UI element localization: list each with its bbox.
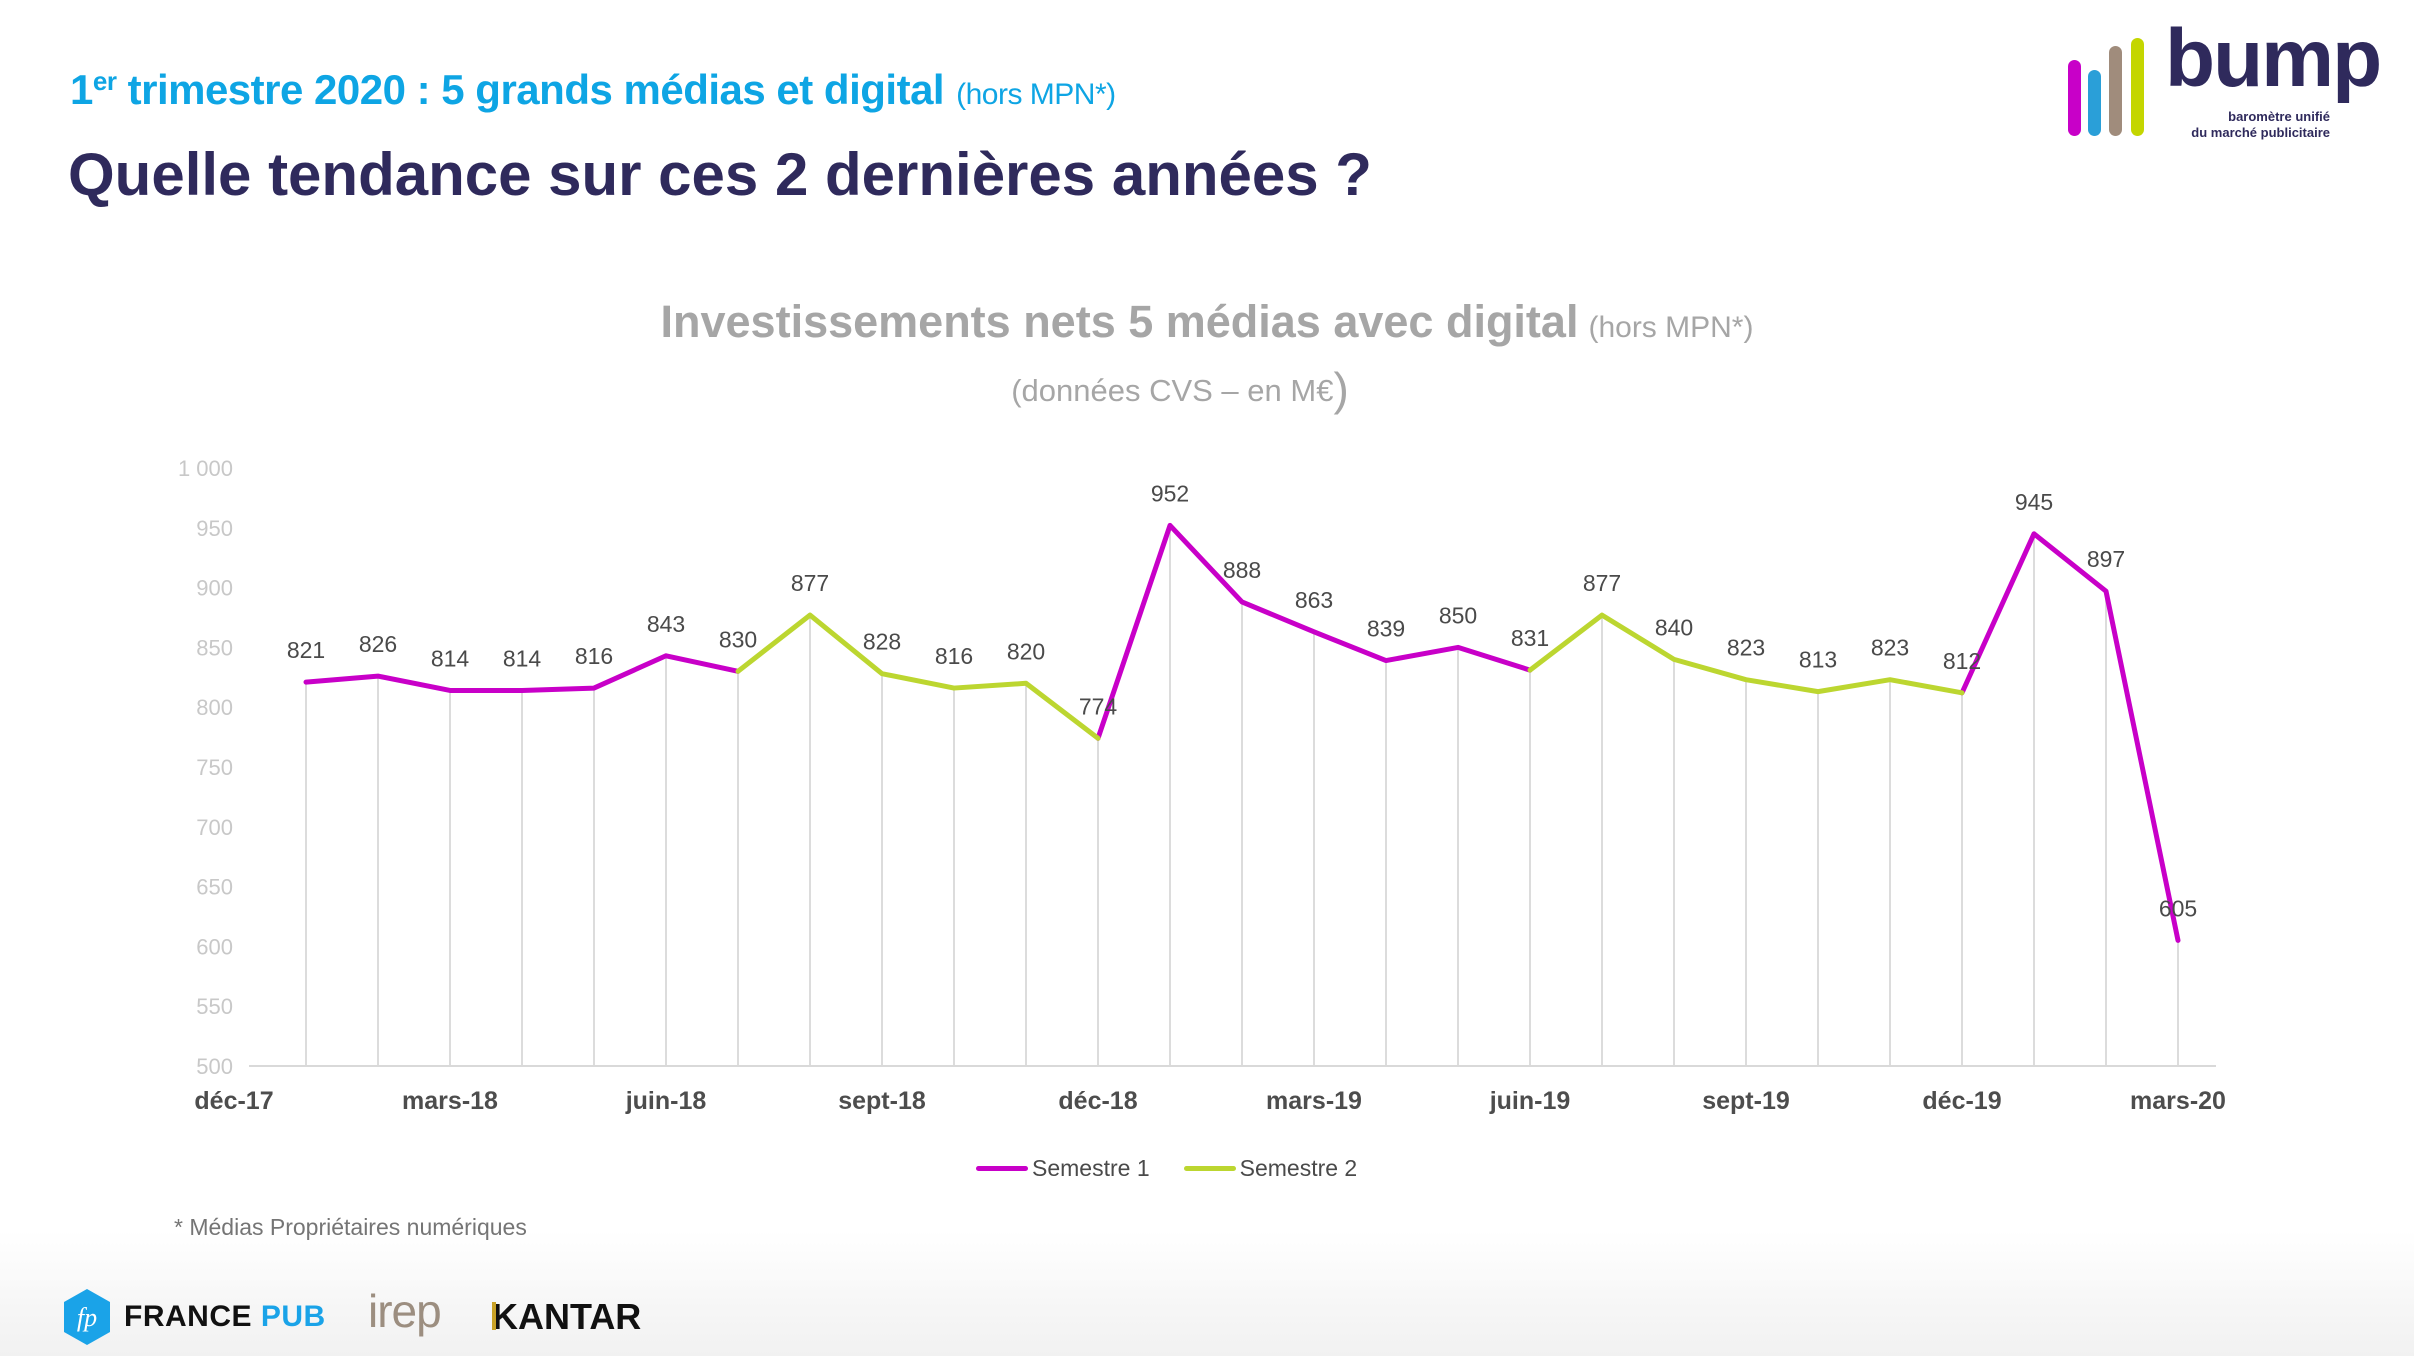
kantar-accent-bar: [492, 1302, 496, 1330]
data-label: 843: [647, 611, 685, 637]
legend-item-semestre-1: Semestre 1: [976, 1155, 1150, 1182]
chart-subtitle-paren: ): [1333, 363, 1349, 415]
data-label: 774: [1079, 693, 1118, 719]
slide-subtitle: Quelle tendance sur ces 2 dernières anné…: [68, 141, 1372, 208]
data-label: 830: [719, 626, 757, 652]
logo-wordmark: bump: [2165, 13, 2382, 104]
data-label: 863: [1295, 587, 1333, 613]
y-tick-label: 800: [196, 695, 233, 720]
data-label: 821: [287, 637, 325, 663]
logo-bar-green: [2131, 38, 2144, 136]
data-label: 816: [575, 643, 613, 669]
france-pub-word1: FRANCE: [124, 1300, 252, 1333]
x-tick-label: juin-19: [1489, 1087, 1571, 1115]
x-axis-ticks: déc-17 mars-18 juin-18 sept-18 déc-18 mars-19…: [194, 1087, 2226, 1115]
data-label: 897: [2087, 546, 2125, 572]
data-label: 839: [1367, 616, 1405, 642]
legend-label-semestre-2: Semestre 2: [1239, 1155, 1358, 1181]
y-tick-label: 550: [196, 994, 233, 1019]
data-label: 816: [935, 643, 973, 669]
x-tick-label: déc-18: [1058, 1087, 1137, 1115]
x-tick-label: mars-20: [2130, 1087, 2226, 1115]
data-label: 952: [1151, 480, 1189, 506]
france-pub-mark: fp: [77, 1303, 97, 1332]
data-label: 813: [1799, 647, 1837, 673]
data-label: 831: [1511, 625, 1549, 651]
logo-tagline-1: baromètre unifié: [2228, 109, 2330, 124]
data-label: 840: [1655, 614, 1693, 640]
data-label: 888: [1223, 557, 1261, 583]
series-lines: [303, 522, 2181, 943]
slide-title: 1er trimestre 2020 : 5 grands médias et …: [70, 66, 1116, 114]
chart-title: Investissements nets 5 médias avec digit…: [0, 296, 2414, 348]
data-label: 814: [431, 645, 470, 671]
legend-swatch-semestre-1: [976, 1166, 1028, 1171]
x-tick-label: sept-19: [1702, 1087, 1790, 1115]
x-tick-label: mars-19: [1266, 1087, 1362, 1115]
y-tick-label: 500: [196, 1054, 233, 1079]
legend: Semestre 1 Semestre 2: [976, 1155, 1391, 1182]
series-line-semestre-1: [1959, 531, 2181, 943]
legend-swatch-semestre-2: [1183, 1166, 1236, 1171]
chart-subtitle: (données CVS – en M€): [0, 362, 2360, 416]
title-prefix: 1: [70, 66, 93, 113]
data-label: 877: [1583, 570, 1621, 596]
chart-title-main: Investissements nets 5 médias avec digit…: [660, 296, 1579, 347]
footer-background: [0, 1230, 2414, 1356]
series-line-semestre-1: [303, 653, 741, 693]
title-main: trimestre 2020 : 5 grands médias et digi…: [116, 66, 945, 113]
y-tick-label: 900: [196, 576, 233, 601]
x-tick-label: déc-17: [194, 1087, 273, 1115]
logo-bar-taupe: [2109, 46, 2122, 136]
y-tick-label: 650: [196, 875, 233, 900]
series-line-semestre-2: [735, 612, 1101, 741]
data-label: 877: [791, 570, 829, 596]
chart-subtitle-text: (données CVS – en M€: [1011, 373, 1334, 408]
x-tick-label: juin-18: [625, 1087, 707, 1115]
y-tick-label: 700: [196, 815, 233, 840]
y-tick-label: 750: [196, 755, 233, 780]
x-tick-label: mars-18: [402, 1087, 498, 1115]
legend-label-semestre-1: Semestre 1: [1032, 1155, 1150, 1181]
france-pub-hexagon-icon: fp: [64, 1289, 110, 1345]
logo-bar-blue: [2088, 70, 2101, 136]
data-label: 823: [1727, 635, 1765, 661]
footnote: * Médias Propriétaires numériques: [174, 1214, 527, 1240]
logo-tagline-2: du marché publicitaire: [2191, 125, 2330, 140]
series-line-semestre-1: [1095, 522, 1533, 741]
data-label: 826: [359, 631, 397, 657]
data-label: 945: [2015, 489, 2053, 515]
data-label: 814: [503, 645, 542, 671]
france-pub-logo: FRANCE PUB: [124, 1300, 326, 1334]
bump-logo: bump baromètre unifié du marché publicit…: [2060, 13, 2400, 145]
irep-logo: irep: [368, 1285, 442, 1337]
chart-title-note: (hors MPN*): [1588, 311, 1754, 344]
logo-bar-magenta: [2068, 60, 2081, 136]
legend-item-semestre-2: Semestre 2: [1183, 1155, 1358, 1182]
series-line-semestre-2: [1527, 612, 1965, 696]
france-pub-word2: PUB: [260, 1300, 326, 1333]
data-label: 605: [2159, 895, 2197, 921]
x-tick-label: sept-18: [838, 1087, 926, 1115]
data-label: 828: [863, 629, 901, 655]
x-tick-label: déc-19: [1922, 1087, 2001, 1115]
title-superscript: er: [92, 66, 117, 96]
y-tick-label: 950: [196, 516, 233, 541]
y-tick-label: 600: [196, 934, 233, 959]
title-note: (hors MPN*): [956, 78, 1116, 111]
data-label: 823: [1871, 635, 1909, 661]
kantar-logo: KANTAR: [492, 1296, 642, 1337]
y-axis-ticks: 500 550 600 650 700 750 800 850 900 950 1 000: [178, 456, 233, 1079]
drop-lines: [305, 525, 2179, 1066]
data-label: 820: [1007, 638, 1045, 664]
data-label: 812: [1943, 648, 1981, 674]
y-tick-label: 1 000: [178, 456, 233, 481]
data-labels: 821 826 814 814 816 843 830 877 828 816 820 774 952 8…: [287, 480, 2197, 921]
y-tick-label: 850: [196, 635, 233, 660]
data-label: 850: [1439, 602, 1477, 628]
